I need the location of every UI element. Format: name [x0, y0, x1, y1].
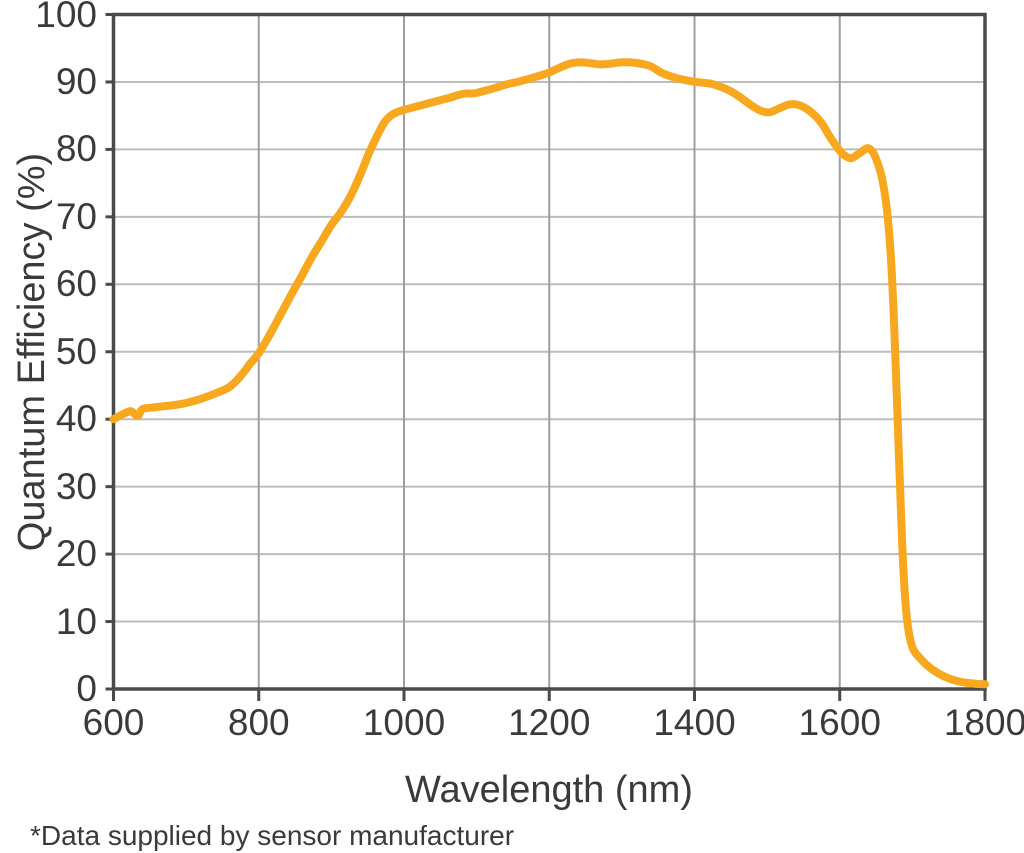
y-tick-label-0: 0: [76, 668, 97, 709]
x-tick-label-600: 600: [82, 702, 145, 743]
y-tick-label-80: 80: [55, 128, 97, 170]
x-tick-label-1000: 1000: [362, 702, 446, 743]
y-tick-label-30: 30: [55, 465, 97, 507]
plot-border: [111, 12, 987, 691]
qe-curve-line: [109, 58, 989, 689]
axis-tick-marks: [105, 13, 987, 701]
y-tick-label-20: 20: [55, 533, 97, 575]
y-tick-label-100: 100: [35, 0, 97, 35]
x-tick-label-800: 800: [227, 702, 290, 743]
y-tick-label-50: 50: [55, 330, 97, 372]
x-axis-title: Wavelength (nm): [405, 769, 693, 811]
data-source-footnote: *Data supplied by sensor manufacturer: [30, 820, 515, 851]
x-tick-label-1800: 1800: [943, 702, 1024, 743]
y-tick-label-10: 10: [55, 600, 97, 642]
x-tick-label-1200: 1200: [508, 702, 591, 743]
y-tick-label-70: 70: [55, 195, 97, 237]
vertical-gridlines: [257, 14, 841, 689]
y-tick-label-40: 40: [55, 398, 97, 440]
x-tick-label-1400: 1400: [653, 702, 736, 743]
x-tick-label-1600: 1600: [798, 702, 881, 743]
y-tick-label-60: 60: [55, 263, 97, 305]
y-tick-label-90: 90: [55, 60, 97, 102]
